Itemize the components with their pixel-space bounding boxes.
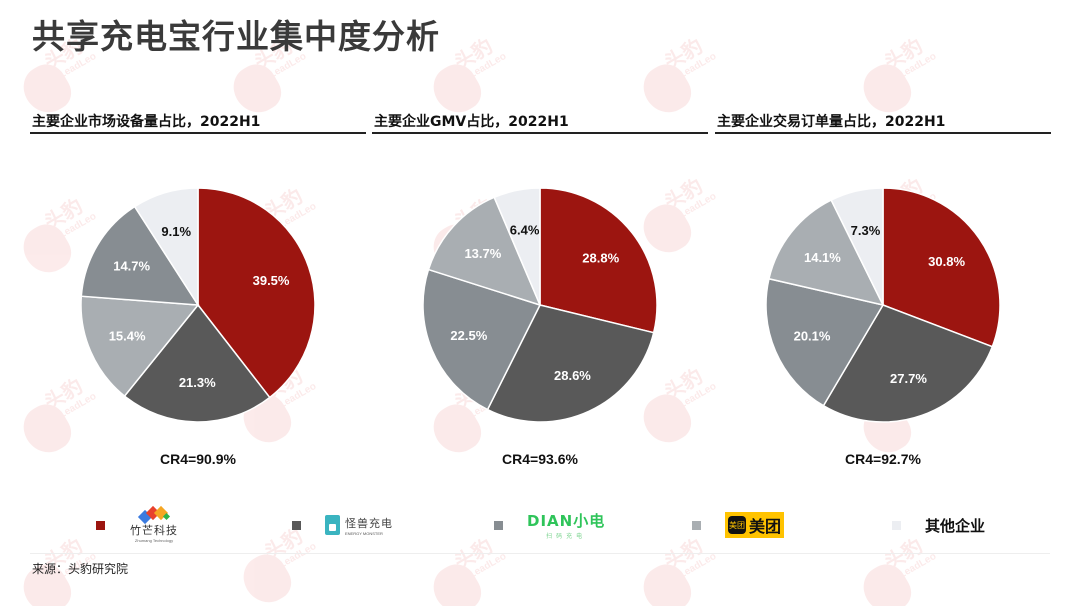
legend-swatch-meituan (692, 520, 701, 530)
pie-slice-label: 13.7% (464, 246, 501, 261)
pie-slice (768, 199, 885, 307)
meituan-app-icon: 美团 (728, 516, 746, 534)
pie-slice-label: 21.3% (179, 375, 216, 390)
power-bank-icon (325, 515, 340, 535)
legend-swatch-others (892, 520, 901, 530)
pie-chart-2: 28.8% 28.6% 22.5% 13.7% 6.4% (422, 187, 658, 423)
pie-slice (133, 187, 199, 308)
pie-chart-3: 30.8% 27.7% 20.1% 14.1% 7.3% (765, 187, 1001, 423)
legend-item-dian: DIAN小电 扫码充电 (494, 510, 605, 540)
chart-3-title: 主要企业交易订单量占比，2022H1 (717, 114, 946, 130)
pie-slice (80, 205, 200, 306)
legend-swatch-energy-monster (292, 520, 301, 530)
zhumang-logo: 竹芒科技 Zhumang Technology (129, 505, 179, 543)
pie-slice-label: 27.7% (890, 371, 927, 386)
zhumang-logo-icon (136, 505, 172, 524)
chart-2-title: 主要企业GMV占比，2022H1 (374, 114, 569, 130)
pie-slice (486, 304, 655, 423)
pie-slice-label: 28.8% (582, 250, 619, 265)
meituan-logo: 美团 美团 (725, 512, 785, 538)
legend-swatch-dian (494, 520, 503, 530)
pie-slice-label: 39.5% (253, 273, 290, 288)
pie-slice-label: 14.1% (804, 250, 841, 265)
legend-swatch-zhumang (96, 520, 105, 530)
pie-slice (197, 187, 316, 399)
pie-slice-label: 28.6% (554, 368, 591, 383)
pie-slice (882, 187, 1001, 348)
pie-slice-label: 9.1% (161, 224, 191, 239)
chart-2-title-rule (372, 132, 708, 134)
pie-slice-label: 30.8% (928, 254, 965, 269)
chart-2-cr4: CR4=93.6% (502, 451, 578, 467)
legend-item-others: 其他企业 (892, 510, 985, 540)
pie-slice (830, 187, 884, 306)
pie-slice (123, 303, 271, 423)
pie-slice-label: 22.5% (450, 328, 487, 343)
legend-item-energy-monster: 怪兽充电 ENERGY MONSTER (292, 510, 393, 540)
pie-chart-1: 39.5% 21.3% 15.4% 14.7% 9.1% (80, 187, 316, 423)
pie-slice-label: 14.7% (113, 258, 150, 273)
pie-slice (822, 304, 994, 423)
pie-slice-label: 20.1% (794, 328, 831, 343)
pie-slice (422, 268, 542, 411)
pie-slice-label: 15.4% (109, 329, 146, 344)
source-note: 来源：头豹研究院 (32, 562, 129, 576)
pie-slice-label: 6.4% (510, 222, 540, 237)
pie-slice (80, 295, 200, 398)
legend-item-meituan: 美团 美团 (692, 510, 785, 540)
pie-slice (427, 196, 542, 307)
chart-1-cr4: CR4=90.9% (160, 451, 236, 467)
pie-slice-label: 7.3% (851, 223, 881, 238)
pie-slice (493, 187, 541, 306)
legend-item-zhumang: 竹芒科技 Zhumang Technology (96, 505, 179, 543)
energy-monster-logo: 怪兽充电 ENERGY MONSTER (325, 515, 393, 536)
chart-1-title: 主要企业市场设备量占比，2022H1 (32, 114, 261, 130)
dian-logo: DIAN小电 扫码充电 (527, 512, 606, 540)
chart-1-title-rule (30, 132, 366, 134)
pie-slice (765, 277, 885, 407)
legend-label-others: 其他企业 (925, 516, 986, 535)
chart-3-title-rule (715, 132, 1051, 134)
pie-slice (539, 187, 658, 334)
footer-divider (30, 553, 1050, 554)
page-title: 共享充电宝行业集中度分析 (32, 17, 440, 56)
chart-3-cr4: CR4=92.7% (845, 451, 921, 467)
